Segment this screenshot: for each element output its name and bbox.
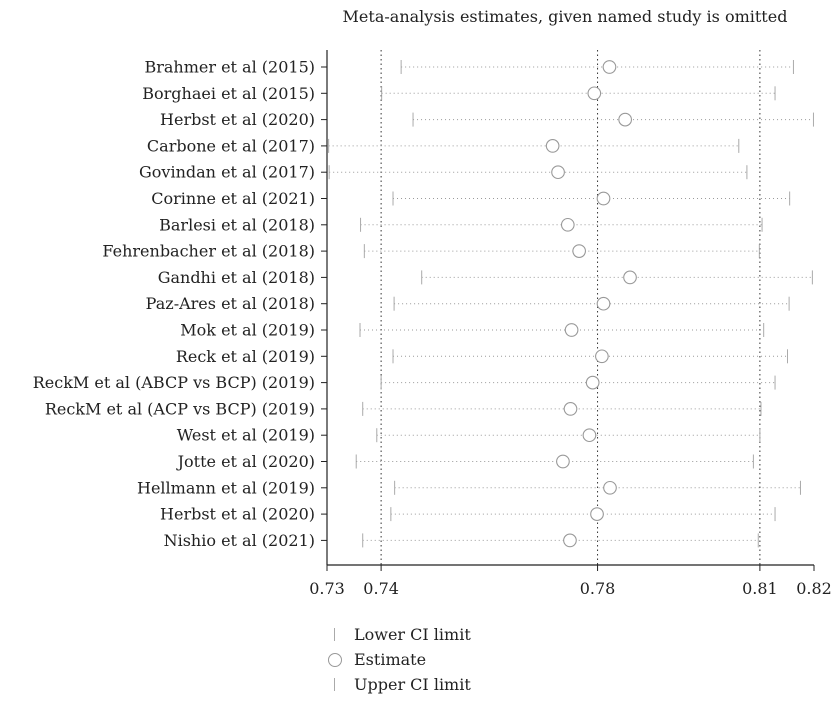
legend-label-estimate: Estimate bbox=[354, 650, 427, 669]
study-label: Gandhi et al (2018) bbox=[158, 268, 315, 287]
study-label: Jotte et al (2020) bbox=[176, 452, 315, 471]
estimate-point bbox=[572, 244, 587, 258]
study-label: Corinne et al (2021) bbox=[151, 189, 315, 208]
estimate-point bbox=[603, 480, 617, 495]
study-label: Fehrenbacher et al (2018) bbox=[102, 242, 315, 261]
study-label: Brahmer et al (2015) bbox=[144, 58, 315, 77]
study-label: Carbone et al (2017) bbox=[147, 136, 315, 155]
legend-label-lower: Lower CI limit bbox=[354, 625, 471, 644]
legend-item-lower: Lower CI limit bbox=[328, 622, 471, 647]
estimate-point bbox=[582, 428, 597, 443]
legend-label-upper: Upper CI limit bbox=[354, 675, 471, 694]
study-label: Hellmann et al (2019) bbox=[137, 478, 315, 497]
x-tick-label: 0.74 bbox=[363, 579, 399, 598]
estimate-point bbox=[596, 191, 611, 206]
lower-ci-marker-icon bbox=[328, 628, 354, 641]
study-label: Herbst et al (2020) bbox=[160, 505, 315, 524]
estimate-point bbox=[602, 60, 617, 74]
estimate-point bbox=[551, 165, 565, 180]
estimate-point bbox=[560, 217, 575, 232]
x-tick-label: 0.81 bbox=[742, 579, 778, 598]
estimate-point bbox=[545, 139, 560, 153]
estimate-point bbox=[590, 507, 604, 521]
estimate-point bbox=[595, 349, 609, 364]
study-label: Borghaei et al (2015) bbox=[142, 84, 315, 103]
legend-item-upper: Upper CI limit bbox=[328, 672, 471, 697]
study-label: Paz-Ares et al (2018) bbox=[146, 294, 315, 313]
study-label: Herbst et al (2020) bbox=[160, 110, 315, 129]
estimate-point bbox=[563, 402, 578, 416]
study-label: Reck et al (2019) bbox=[176, 347, 315, 366]
study-label: Govindan et al (2017) bbox=[139, 163, 315, 182]
legend-item-estimate: Estimate bbox=[328, 647, 471, 672]
estimate-point bbox=[587, 86, 602, 101]
estimate-marker-icon bbox=[328, 652, 354, 667]
study-label: Nishio et al (2021) bbox=[164, 531, 315, 550]
study-label: Mok et al (2019) bbox=[180, 321, 315, 340]
estimate-point bbox=[618, 112, 633, 127]
estimate-point bbox=[596, 296, 611, 311]
legend: Lower CI limit Estimate Upper CI limit bbox=[328, 622, 471, 697]
x-tick-label: 0.78 bbox=[580, 579, 616, 598]
estimate-point bbox=[623, 270, 637, 285]
estimate-point bbox=[556, 454, 570, 469]
study-label: Barlesi et al (2018) bbox=[159, 215, 315, 234]
estimate-point bbox=[564, 323, 579, 337]
x-tick-label: 0.73 bbox=[309, 579, 345, 598]
study-label: ReckM et al (ACP vs BCP) (2019) bbox=[45, 399, 315, 418]
study-label: ReckM et al (ABCP vs BCP) (2019) bbox=[33, 373, 315, 392]
chart-title: Meta-analysis estimates, given named stu… bbox=[343, 7, 788, 26]
study-label: West et al (2019) bbox=[177, 426, 315, 445]
x-tick-label: 0.82 bbox=[796, 579, 832, 598]
estimate-point bbox=[585, 375, 600, 390]
estimate-point bbox=[563, 533, 577, 548]
upper-ci-marker-icon bbox=[328, 678, 354, 691]
